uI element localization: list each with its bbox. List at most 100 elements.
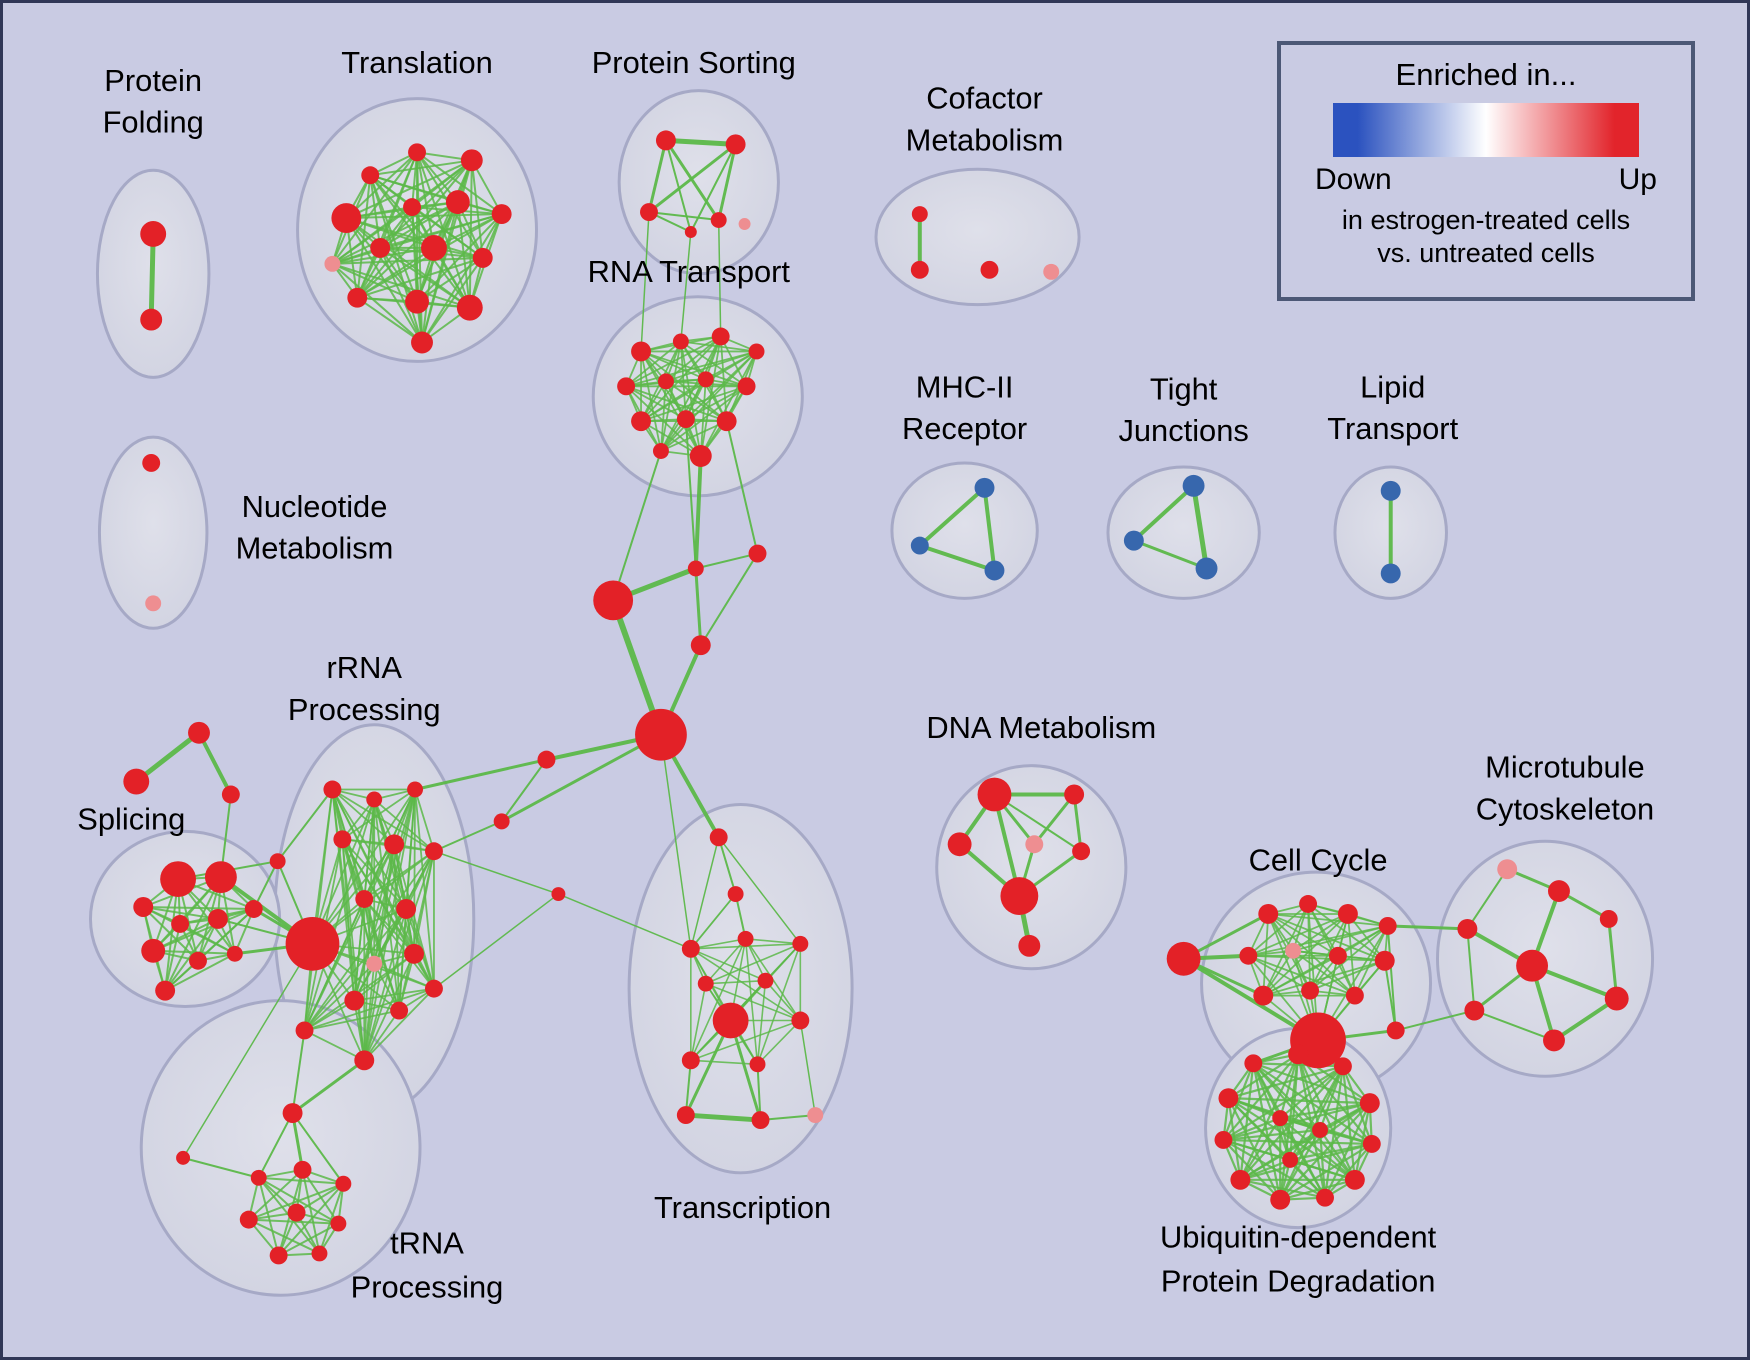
network-node	[1285, 942, 1302, 959]
network-edge	[679, 340, 748, 388]
network-node	[1195, 557, 1218, 580]
network-node	[1288, 1044, 1309, 1065]
network-edge	[416, 256, 484, 303]
network-node	[738, 218, 751, 230]
cluster-label-dna-metabolism: DNA Metabolism	[926, 710, 1156, 745]
network-node	[421, 234, 447, 261]
network-edge	[1297, 1053, 1373, 1146]
network-node	[269, 853, 286, 870]
network-node	[1282, 1151, 1299, 1168]
network-node	[1244, 1054, 1263, 1073]
network-edge	[1222, 1116, 1282, 1142]
network-edge	[690, 836, 720, 950]
network-edge	[1222, 1138, 1282, 1201]
network-edge	[363, 962, 376, 1062]
network-node	[655, 130, 676, 151]
network-node	[910, 260, 929, 279]
network-edge	[303, 1029, 366, 1062]
network-node	[737, 930, 754, 947]
network-node	[250, 1169, 267, 1186]
network-edge	[1386, 924, 1397, 1032]
network-node	[710, 212, 727, 229]
network-node	[1025, 835, 1044, 854]
network-node	[311, 1245, 328, 1262]
network-node	[140, 308, 163, 331]
cluster-label-mhc-ii-receptor: Receptor	[902, 411, 1027, 446]
network-edge	[1309, 925, 1389, 992]
network-edge	[1032, 792, 1076, 846]
network-node	[672, 333, 689, 350]
legend-gradient-bar	[1333, 103, 1639, 157]
network-edge	[1227, 1053, 1300, 1100]
cluster-ellipse-trna-processing	[139, 999, 422, 1297]
network-edge	[421, 213, 503, 344]
network-edge	[369, 174, 471, 309]
network-edge	[500, 733, 663, 823]
network-node	[189, 951, 207, 970]
network-node	[1386, 1021, 1405, 1040]
network-node	[712, 1002, 749, 1039]
network-edge	[625, 340, 682, 388]
network-edge	[414, 788, 435, 990]
network-edge	[363, 898, 435, 990]
cluster-ellipse-mhc-ii-receptor	[890, 461, 1039, 600]
network-node	[347, 287, 368, 308]
network-edge	[1262, 913, 1270, 997]
network-edge	[1279, 1053, 1300, 1120]
network-node	[791, 1011, 810, 1030]
network-edge	[421, 256, 484, 344]
network-edge	[694, 552, 759, 570]
network-node	[631, 411, 651, 432]
network-edge	[363, 1009, 401, 1062]
network-node	[155, 980, 176, 1001]
network-node	[424, 979, 443, 998]
network-edge	[363, 898, 415, 955]
network-edge	[379, 213, 503, 249]
network-node	[293, 1160, 312, 1179]
network-node	[1378, 916, 1397, 935]
network-edge	[345, 217, 471, 309]
network-edge	[660, 335, 722, 452]
network-edge	[1262, 959, 1386, 997]
network-edge	[291, 1029, 306, 1115]
network-node	[1258, 904, 1279, 924]
cluster-label-cofactor-metabolism: Cofactor	[926, 81, 1043, 116]
network-edge	[276, 788, 334, 863]
network-node	[697, 975, 714, 992]
network-edge	[247, 1182, 345, 1221]
network-node	[1000, 877, 1039, 915]
network-node	[807, 1107, 824, 1124]
cluster-label-splicing: Splicing	[77, 802, 185, 837]
network-node	[408, 143, 426, 162]
network-edge	[1552, 996, 1619, 1043]
network-edge	[247, 1218, 321, 1255]
network-edge	[647, 138, 668, 214]
network-node	[980, 260, 999, 279]
network-node	[737, 377, 756, 396]
network-edge	[197, 730, 233, 797]
cluster-label-lipid-transport: Transport	[1327, 411, 1458, 446]
network-node	[1374, 950, 1395, 971]
network-edge	[303, 1009, 401, 1032]
network-edge	[1279, 1116, 1356, 1181]
network-node	[1166, 941, 1201, 976]
network-edge	[379, 201, 459, 249]
network-edge	[356, 246, 435, 299]
network-node	[749, 1056, 766, 1073]
network-edge	[414, 788, 435, 853]
network-edge	[1279, 1128, 1322, 1201]
network-node	[331, 203, 362, 233]
network-edge	[1222, 1053, 1300, 1142]
network-edge	[917, 485, 987, 548]
network-edge	[690, 948, 802, 1022]
network-edge	[719, 335, 728, 423]
network-edge	[704, 982, 802, 1022]
cluster-ellipse-cofactor-metabolism	[874, 167, 1081, 307]
network-edge	[690, 948, 767, 982]
network-edge	[341, 788, 416, 841]
network-edge	[744, 938, 802, 945]
network-edge	[277, 1182, 345, 1257]
network-edge	[1341, 1065, 1356, 1181]
network-node	[207, 908, 228, 929]
cluster-ellipse-nucleotide-metabolism	[97, 435, 209, 630]
